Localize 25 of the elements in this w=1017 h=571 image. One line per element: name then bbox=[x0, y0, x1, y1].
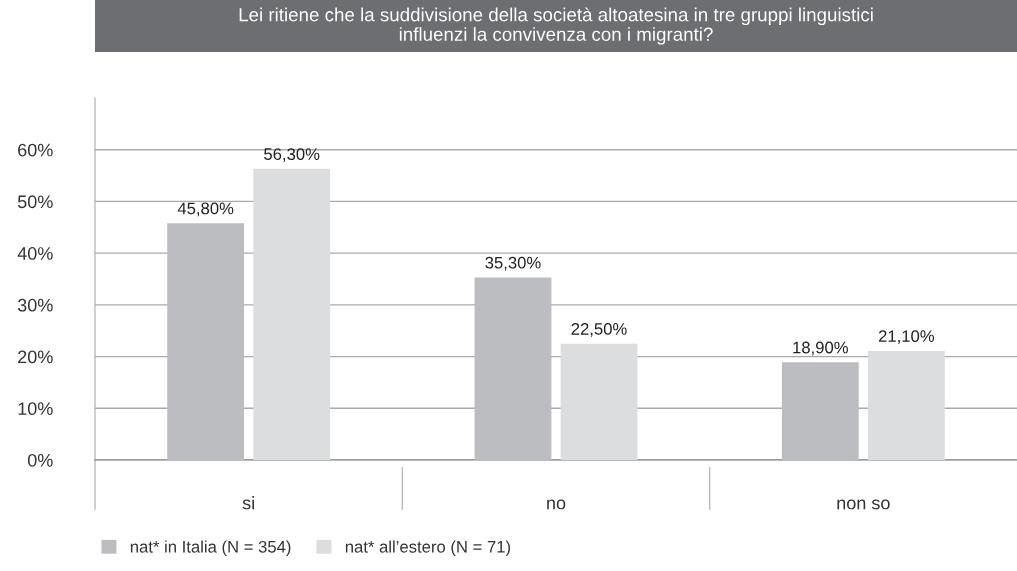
data-label: 21,10% bbox=[878, 330, 935, 344]
legend-label: nat* in Italia (N = 354) bbox=[130, 540, 291, 556]
y-tick-label: 60% bbox=[18, 143, 53, 157]
data-label: 45,80% bbox=[177, 202, 234, 217]
data-label: 56,30% bbox=[264, 148, 320, 162]
y-tick-label: 20% bbox=[18, 350, 53, 364]
y-tick-label: 40% bbox=[17, 247, 53, 260]
y-tick-label: 30% bbox=[17, 298, 53, 312]
x-tick-label: no bbox=[547, 499, 566, 510]
bar bbox=[167, 223, 245, 460]
x-tick-label: si bbox=[242, 496, 254, 510]
data-label: 18,90% bbox=[793, 341, 848, 356]
legend-label: nat* all’estero (N = 71) bbox=[345, 540, 511, 556]
data-label: 35,30% bbox=[485, 256, 541, 271]
bar bbox=[867, 350, 945, 460]
bar bbox=[560, 343, 638, 460]
y-tick-label: 10% bbox=[18, 402, 53, 416]
bar bbox=[474, 277, 552, 460]
x-tick-label: non so bbox=[837, 499, 890, 510]
y-tick-label: 0% bbox=[27, 453, 53, 467]
data-label: 22,50% bbox=[571, 322, 627, 337]
y-tick-label: 50% bbox=[17, 195, 53, 209]
chart-title: Lei ritiene che la suddivisione della società altoatesina in tre gruppi linguistici influenzi la convivenza con i migranti? bbox=[239, 7, 873, 45]
bar bbox=[253, 168, 331, 460]
bar bbox=[781, 362, 859, 460]
